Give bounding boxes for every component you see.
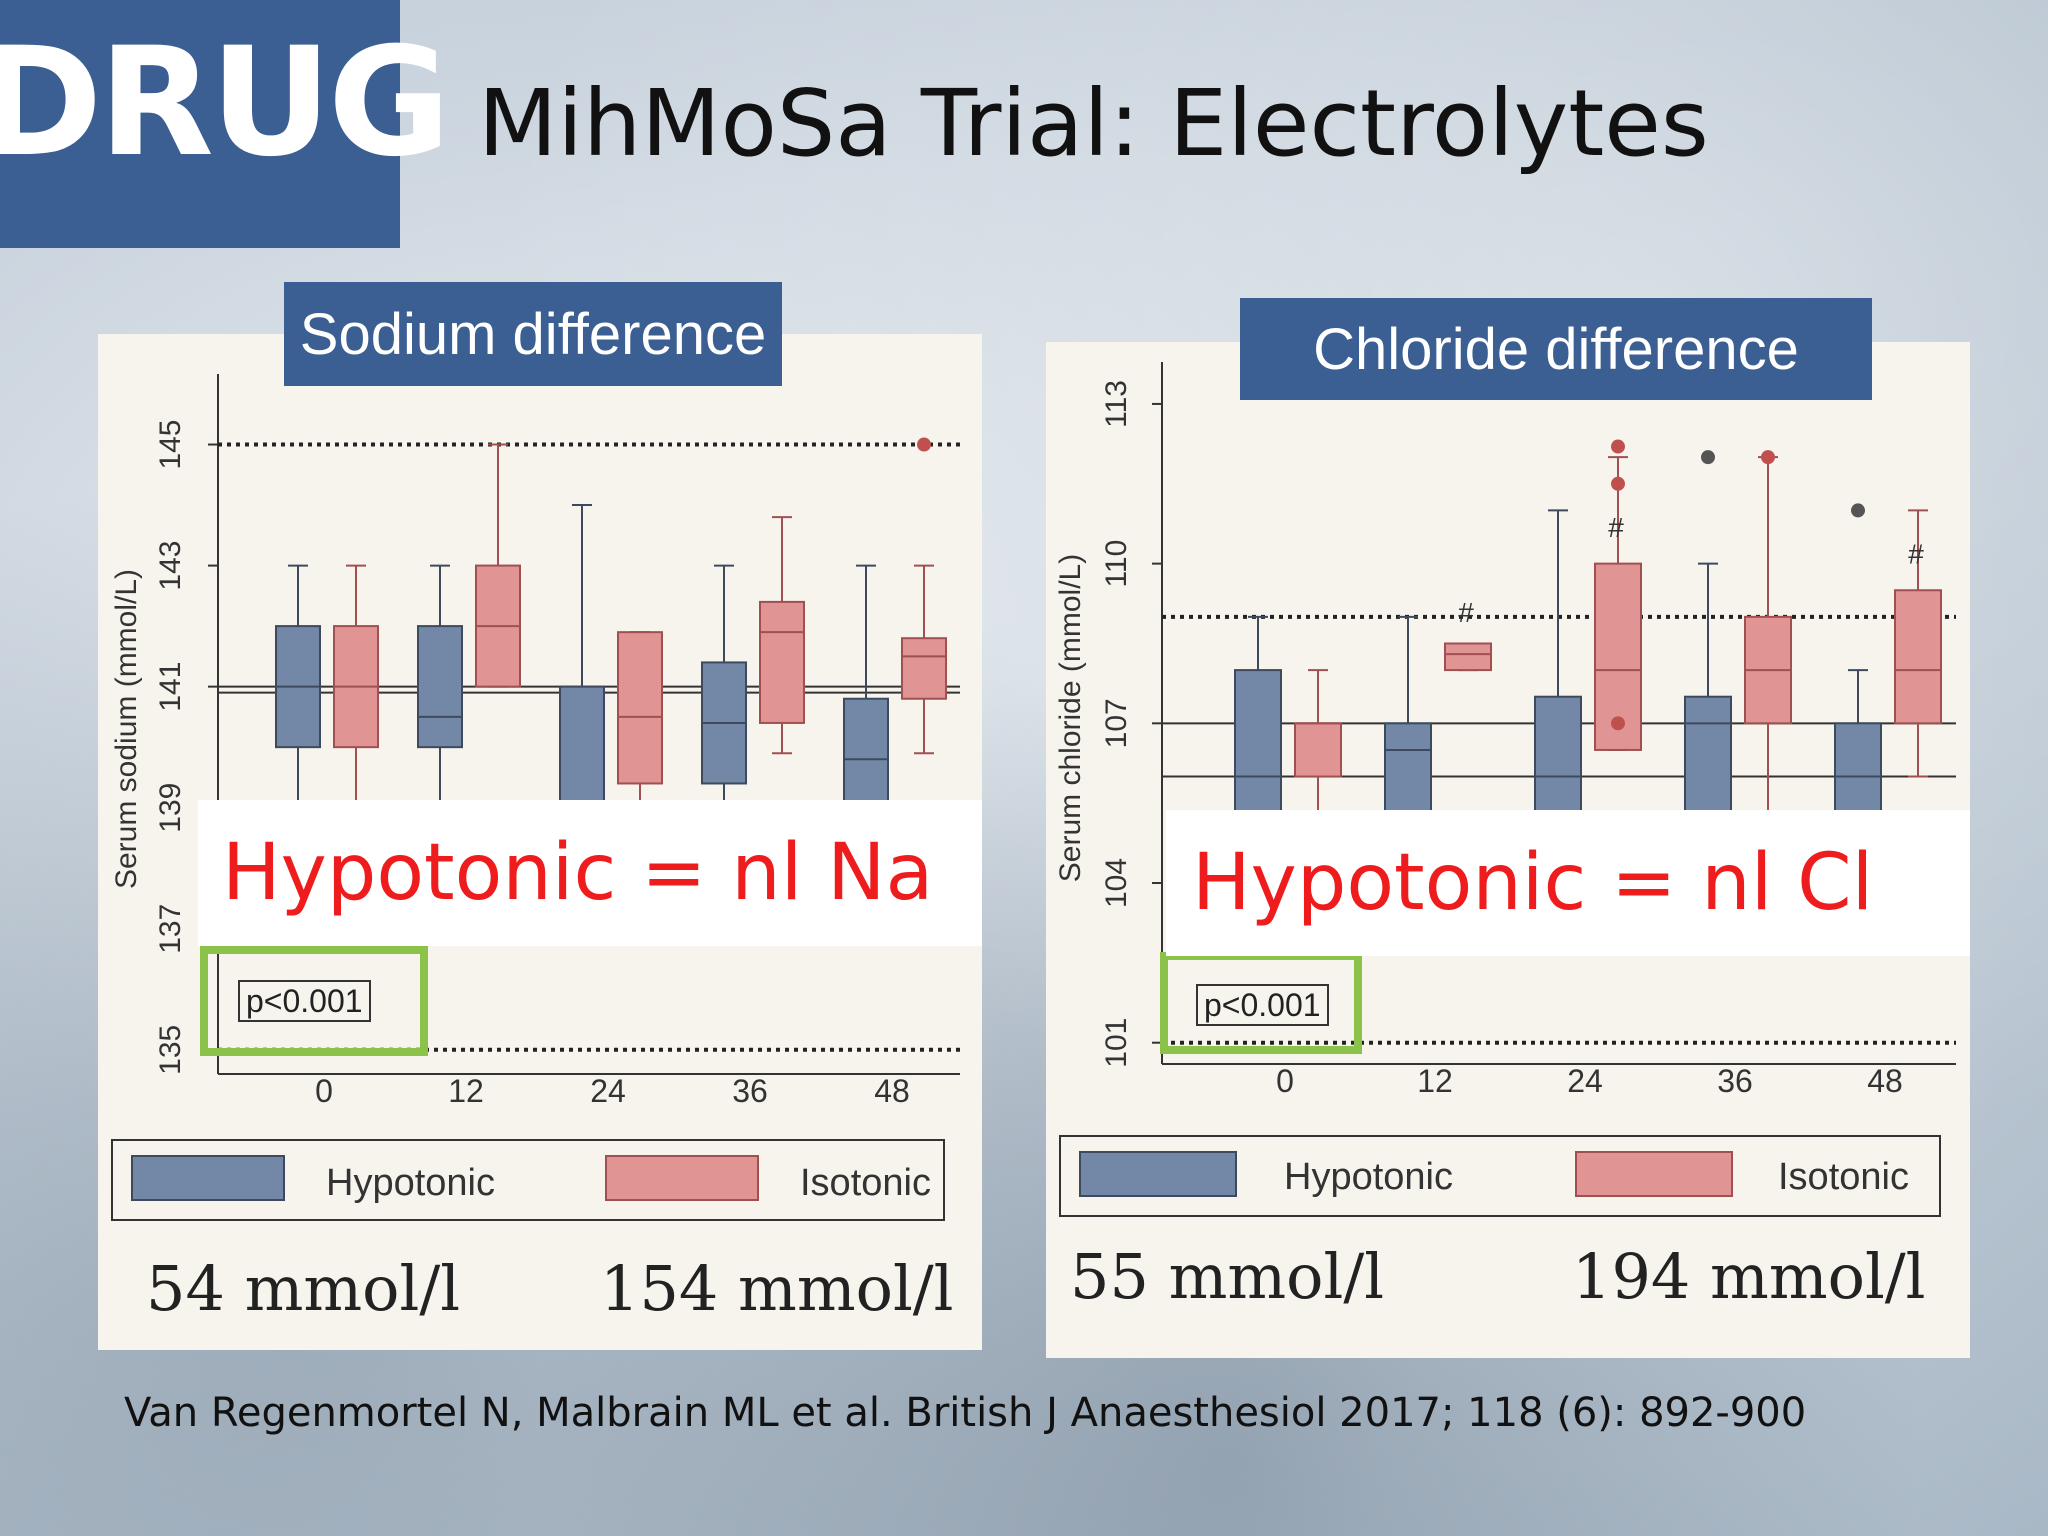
chloride-outlier: [1701, 450, 1715, 465]
chloride-outlier: [1611, 439, 1625, 454]
chloride-box-hypotonic: [1534, 695, 1582, 831]
sodium-legend-isotonic-label: Isotonic: [800, 1162, 931, 1204]
chloride-pvalue-highlight: [1160, 952, 1362, 1054]
sodium-legend-swatch-isotonic: [605, 1155, 759, 1201]
chloride-outlier: [1761, 450, 1775, 465]
chloride-box-isotonic: [1294, 722, 1342, 778]
sodium-ytick-label: 137: [154, 904, 187, 954]
chloride-significance-marker: #: [1608, 512, 1624, 543]
sodium-annotation: Hypotonic = nl Na: [198, 800, 982, 946]
sodium-box-isotonic: [901, 637, 947, 700]
chloride-y-axis-label: Serum chloride (mmol/L): [1054, 554, 1087, 882]
chloride-ytick-label: 107: [1100, 698, 1133, 748]
chloride-xtick-label: 48: [1867, 1063, 1903, 1099]
chloride-outlier: [1611, 716, 1625, 731]
chloride-ytick-label: 104: [1100, 858, 1133, 908]
chloride-outlier: [1851, 503, 1865, 518]
chloride-isotonic-concentration: 194 mmol/l: [1572, 1240, 1926, 1313]
chloride-xtick-label: 24: [1567, 1063, 1603, 1099]
chloride-pvalue-label: p<0.001: [1196, 984, 1329, 1026]
sodium-isotonic-concentration: 154 mmol/l: [600, 1252, 954, 1325]
chloride-xtick-label: 36: [1717, 1063, 1753, 1099]
citation: Van Regenmortel N, Malbrain ML et al. Br…: [124, 1390, 1807, 1436]
chloride-outlier: [1611, 476, 1625, 491]
sodium-ytick-label: 141: [154, 662, 187, 712]
chloride-significance-marker: #: [1458, 597, 1474, 628]
sodium-box-isotonic: [617, 631, 663, 785]
chloride-legend-hypotonic-label: Hypotonic: [1284, 1156, 1453, 1198]
sodium-pvalue-highlight: [200, 946, 428, 1056]
chloride-hypotonic-concentration: 55 mmol/l: [1070, 1240, 1385, 1313]
sodium-legend-frame: [111, 1139, 945, 1221]
sodium-xtick-label: 24: [590, 1073, 626, 1109]
sodium-xtick-label: 12: [448, 1073, 484, 1109]
sodium-ytick-label: 143: [154, 541, 187, 591]
sodium-box-isotonic: [759, 600, 805, 724]
sodium-y-axis-label: Serum sodium (mmol/L): [110, 569, 143, 889]
chloride-legend-swatch-isotonic: [1575, 1151, 1733, 1197]
sodium-xtick-label: 0: [315, 1073, 333, 1109]
chloride-legend-isotonic-label: Isotonic: [1778, 1156, 1909, 1198]
slide-title: MihMoSa Trial: Electrolytes: [478, 70, 1709, 177]
chloride-xtick-label: 0: [1276, 1063, 1294, 1099]
sodium-legend-swatch-hypotonic: [131, 1155, 285, 1201]
chloride-title-tag: Chloride difference: [1240, 298, 1872, 400]
sodium-ytick-label: 145: [154, 419, 187, 469]
chloride-box-hypotonic: [1684, 695, 1732, 831]
chloride-legend-swatch-hypotonic: [1079, 1151, 1237, 1197]
sodium-box-hypotonic: [417, 625, 463, 749]
chloride-significance-marker: #: [1908, 539, 1924, 570]
sodium-xtick-label: 36: [732, 1073, 768, 1109]
chloride-ytick-label: 101: [1100, 1018, 1133, 1068]
chloride-annotation: Hypotonic = nl Cl: [1166, 810, 1970, 956]
chloride-box-isotonic: [1444, 642, 1492, 672]
sodium-legend-hypotonic-label: Hypotonic: [326, 1162, 495, 1204]
sodium-hypotonic-concentration: 54 mmol/l: [146, 1252, 461, 1325]
chloride-ytick-label: 113: [1100, 380, 1133, 428]
sodium-pvalue-label: p<0.001: [238, 980, 371, 1022]
sodium-title-tag: Sodium difference: [284, 282, 782, 386]
chloride-box-isotonic: [1894, 589, 1942, 725]
logo-text: DRUG: [0, 16, 451, 190]
chloride-xtick-label: 12: [1417, 1063, 1453, 1099]
chloride-legend-frame: [1059, 1135, 1941, 1217]
sodium-outlier: [917, 437, 931, 452]
sodium-xtick-label: 48: [874, 1073, 910, 1109]
sodium-ytick-label: 135: [154, 1025, 187, 1075]
chloride-ytick-label: 110: [1100, 540, 1133, 588]
logo-block: DRUG: [0, 0, 451, 248]
sodium-ytick-label: 139: [154, 783, 187, 833]
